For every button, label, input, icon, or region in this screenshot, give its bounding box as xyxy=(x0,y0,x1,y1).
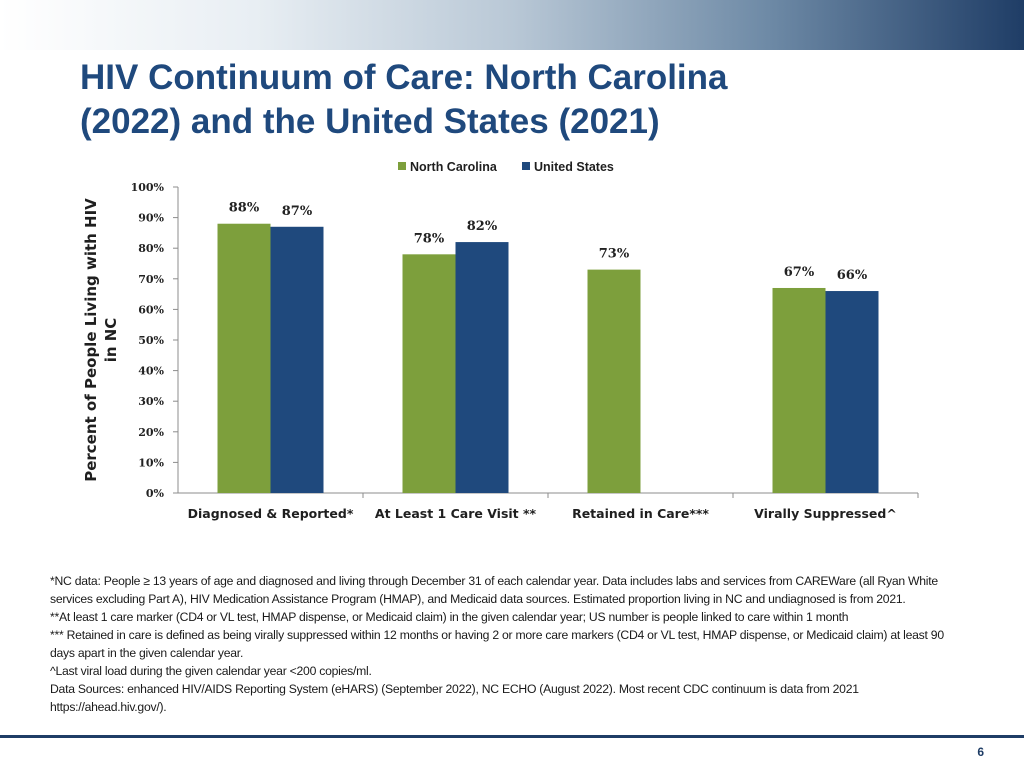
legend-label: North Carolina xyxy=(410,160,498,174)
data-label: 87% xyxy=(282,204,313,219)
footnote-care-visit: **At least 1 care marker (CD4 or VL test… xyxy=(50,610,849,624)
x-tick-label: At Least 1 Care Visit ** xyxy=(375,506,537,521)
bar-north-carolina xyxy=(217,223,271,493)
x-tick-label: Virally Suppressed^ xyxy=(754,506,897,521)
slide-title: HIV Continuum of Care: North Carolina (2… xyxy=(80,56,980,144)
footnote-nc-data: *NC data: People ≥ 13 years of age and d… xyxy=(50,574,938,606)
y-tick-label: 40% xyxy=(138,365,164,378)
y-tick-label: 70% xyxy=(138,273,164,286)
x-tick-label: Diagnosed & Reported* xyxy=(188,506,354,521)
continuum-bar-chart: 0% 10% 20% 30% 40% 50% 60% 70% 80% 90% 100% Percent… xyxy=(82,160,919,521)
y-tick-label: 100% xyxy=(131,181,165,194)
data-label: 73% xyxy=(599,247,630,262)
data-label: 67% xyxy=(784,265,815,280)
bar-united-states xyxy=(825,291,879,493)
y-tick-label: 60% xyxy=(138,303,164,316)
footnotes: *NC data: People ≥ 13 years of age and d… xyxy=(50,572,950,716)
legend-swatch xyxy=(522,162,530,170)
slide-title-line-1: HIV Continuum of Care: North Carolina xyxy=(80,58,728,97)
header-gradient-band xyxy=(0,0,1024,50)
data-label: 88% xyxy=(229,201,260,216)
y-axis-title: Percent of People Living with HIV in NC xyxy=(82,198,120,482)
bar-north-carolina xyxy=(402,254,456,493)
bar-north-carolina xyxy=(587,269,641,493)
bar-united-states xyxy=(455,242,509,493)
legend-label: United States xyxy=(534,160,614,174)
data-label: 78% xyxy=(414,231,445,246)
footnote-retained: *** Retained in care is defined as being… xyxy=(50,628,944,660)
bar-united-states xyxy=(270,226,324,493)
y-tick-label: 30% xyxy=(138,395,164,408)
y-tick-label: 10% xyxy=(138,456,164,469)
footnote-viral-load: ^Last viral load during the given calend… xyxy=(50,664,372,678)
x-tick-label: Retained in Care*** xyxy=(572,506,709,521)
footnote-data-sources: Data Sources: enhanced HIV/AIDS Reportin… xyxy=(50,682,859,714)
y-tick-label: 90% xyxy=(138,212,164,225)
data-label: 82% xyxy=(467,219,498,234)
y-tick-label: 50% xyxy=(138,334,164,347)
y-tick-label: 80% xyxy=(138,242,164,255)
data-label: 66% xyxy=(837,268,868,283)
page-number: 6 xyxy=(977,745,984,759)
legend-swatch xyxy=(398,162,406,170)
y-tick-label: 20% xyxy=(138,426,164,439)
y-tick-label: 0% xyxy=(146,487,165,500)
bar-north-carolina xyxy=(772,287,826,493)
slide-title-line-2: (2022) and the United States (2021) xyxy=(80,102,660,141)
footer-rule xyxy=(0,735,1024,738)
